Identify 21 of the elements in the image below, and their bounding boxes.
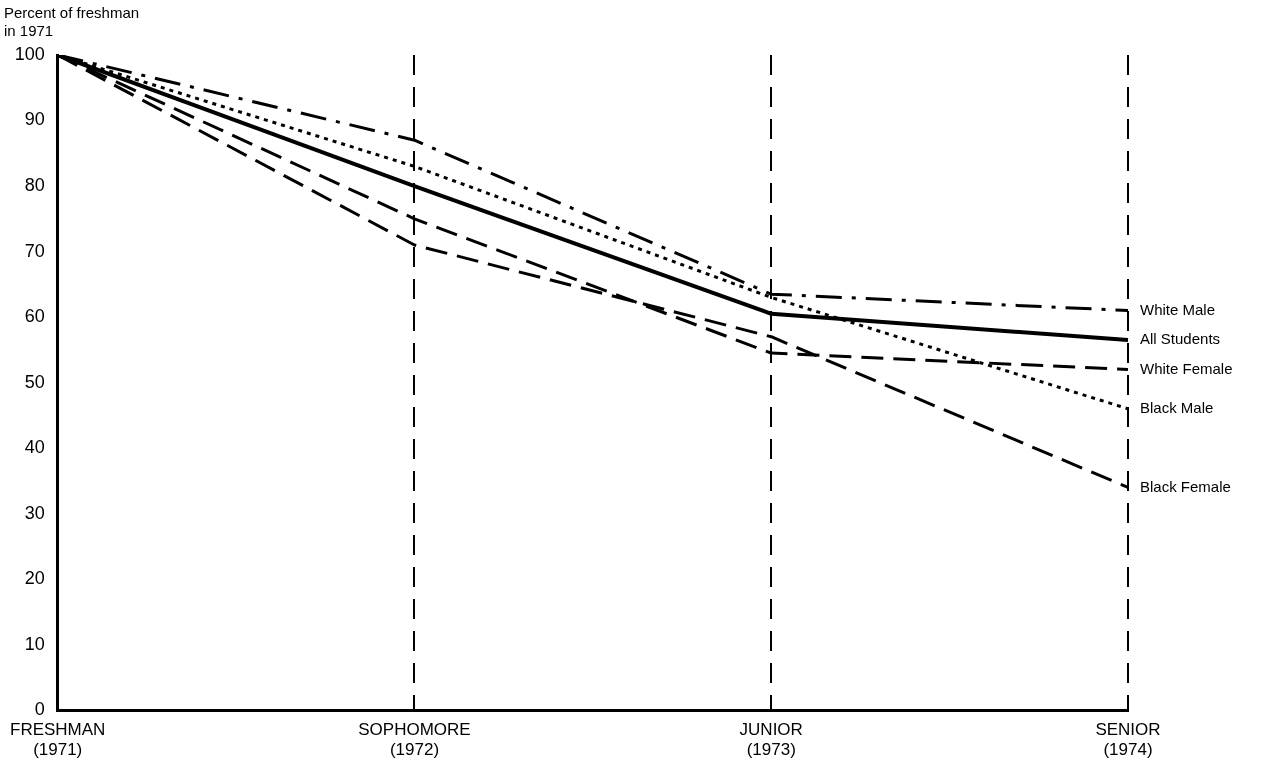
y-tick-label: 40 xyxy=(24,437,45,458)
y-tick-label: 30 xyxy=(24,502,45,523)
series-label: Black Female xyxy=(1140,477,1231,495)
y-tick-label: 60 xyxy=(24,306,45,327)
x-tick-label: JUNIOR (1973) xyxy=(739,720,803,760)
x-tick-label: FRESHMAN (1971) xyxy=(9,720,106,760)
y-axis-title: Percent of freshman in 1971 xyxy=(4,4,141,40)
x-tick-label: SENIOR (1974) xyxy=(1095,720,1161,760)
y-tick-label: 90 xyxy=(24,109,45,130)
y-tick-label: 10 xyxy=(24,633,45,654)
y-tick-label: 70 xyxy=(24,240,45,261)
series-label: Black Male xyxy=(1140,398,1214,416)
y-tick-label: 100 xyxy=(14,43,45,64)
series-label: All Students xyxy=(1140,330,1221,348)
y-tick-label: 0 xyxy=(34,699,45,720)
y-tick-label: 50 xyxy=(24,371,45,392)
series-label: White Female xyxy=(1140,359,1233,377)
y-tick-label: 20 xyxy=(24,568,45,589)
x-tick-label: SOPHOMORE (1972) xyxy=(358,720,471,760)
series-label: White Male xyxy=(1140,300,1216,318)
y-tick-label: 80 xyxy=(24,175,45,196)
